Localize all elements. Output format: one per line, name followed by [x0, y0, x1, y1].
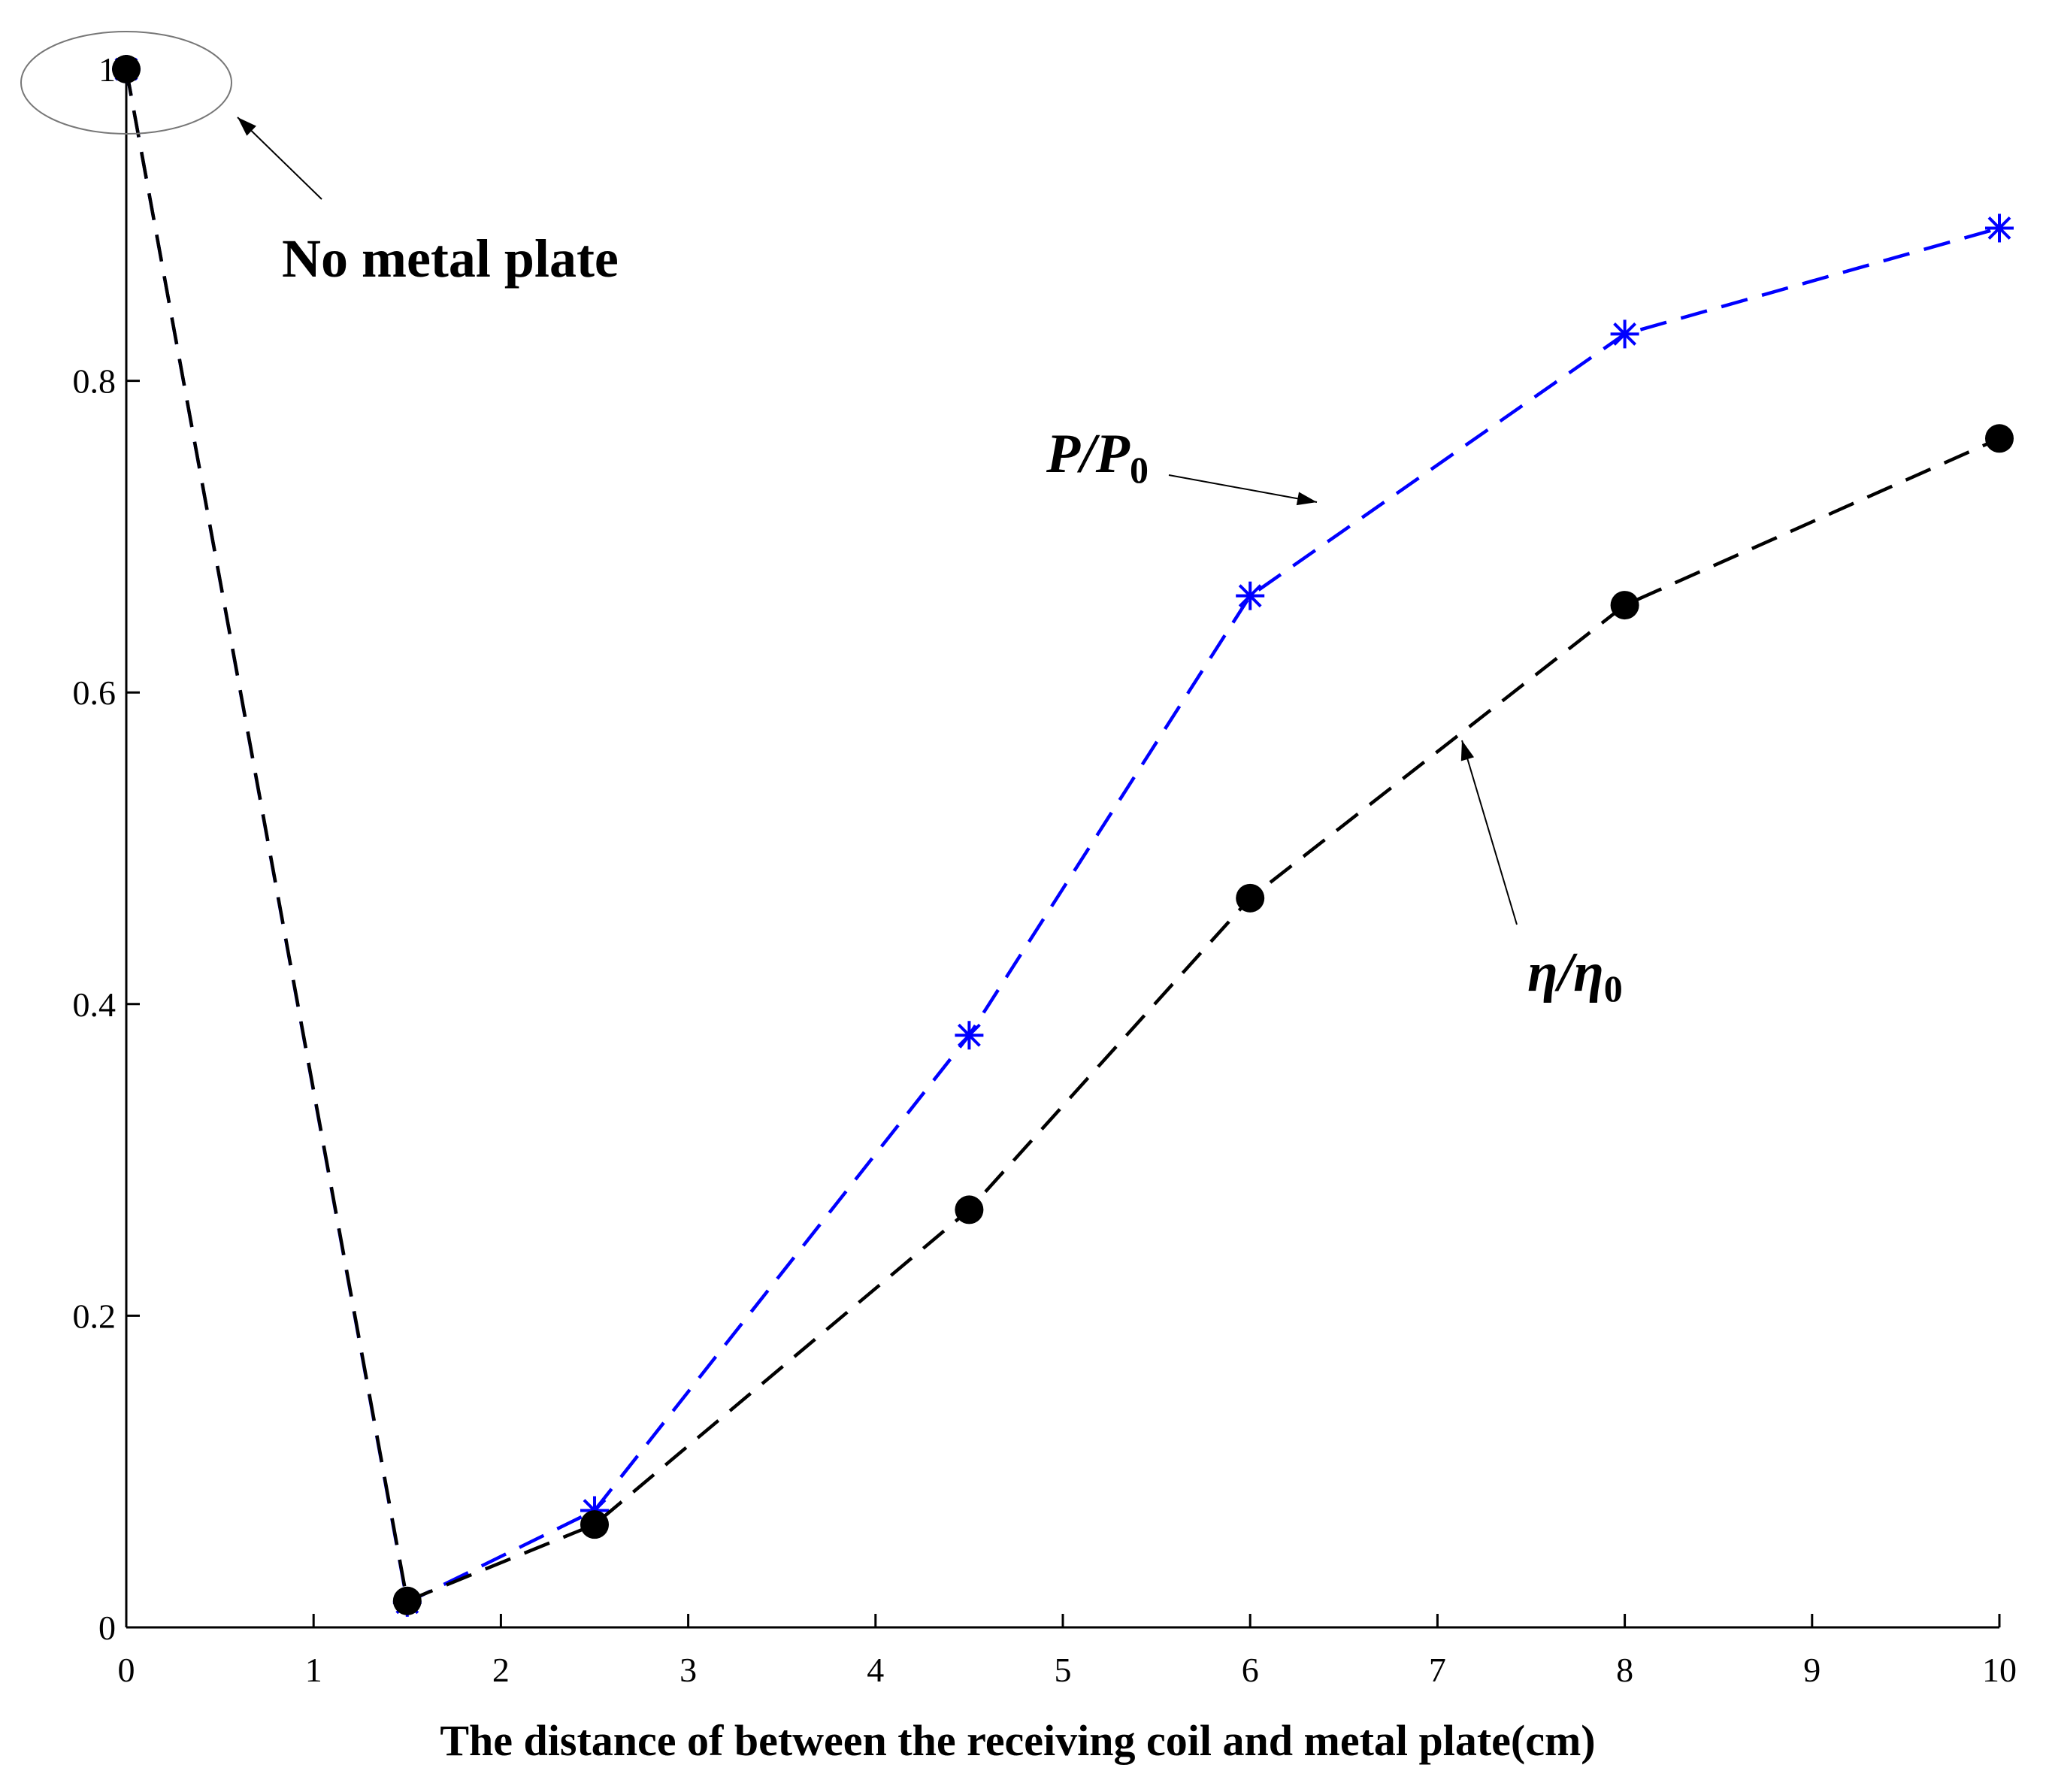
series-label-eta: η/η0 [1527, 942, 1623, 1010]
arrow-shaft [237, 117, 322, 200]
arrow-shaft [1461, 740, 1518, 925]
x-tick-label: 2 [492, 1651, 510, 1689]
series-p-ratio [112, 55, 2014, 1617]
arrow-head [1296, 492, 1317, 506]
data-point [1236, 581, 1265, 610]
highlight-ellipse [20, 31, 232, 135]
marker-stroke [1987, 216, 2011, 240]
x-axis-title: The distance of between the receiving co… [440, 1716, 1595, 1765]
y-tick-label: 0.8 [73, 362, 117, 401]
data-point [1985, 424, 2014, 453]
x-tick-label: 0 [118, 1651, 135, 1689]
y-tick-label: 1 [98, 50, 116, 89]
annotation-arrow [237, 117, 322, 200]
series-group [112, 55, 2014, 1617]
marker-stroke [1238, 584, 1262, 608]
axes: 0 1 2 3 4 5 6 7 8 9 10 0 0.2 0.4 0.6 0.8 1 [73, 50, 2017, 1689]
series-label-main: η/η [1527, 942, 1604, 1003]
data-point [955, 1021, 984, 1050]
marker-stroke [1613, 322, 1637, 346]
series-p-arrow [1168, 474, 1318, 506]
data-point [392, 1586, 422, 1615]
data-point [112, 55, 141, 83]
series-label-main: P/P [1046, 423, 1130, 485]
y-tick-label: 0.2 [73, 1297, 117, 1335]
series-eta-arrow [1460, 740, 1518, 925]
arrow-head [238, 117, 256, 136]
marker-stroke [957, 1023, 981, 1047]
x-tick-label: 10 [1982, 1651, 2017, 1689]
x-tick-label: 8 [1616, 1651, 1633, 1689]
x-tick-label: 4 [867, 1651, 884, 1689]
y-tick-label: 0.4 [73, 985, 117, 1024]
arrow-shaft [1168, 474, 1318, 503]
data-point [1236, 883, 1265, 913]
annotation-text: No metal plate [282, 229, 619, 289]
data-point [580, 1510, 609, 1539]
y-tick-label: 0.6 [73, 674, 117, 712]
data-point [955, 1195, 984, 1224]
x-tick-label: 7 [1429, 1651, 1446, 1689]
x-tick-label: 6 [1242, 1651, 1259, 1689]
series-line [124, 68, 2000, 1603]
data-point [1985, 213, 2014, 243]
series-label-p: P/P0 [1046, 423, 1149, 491]
x-tick-label: 5 [1055, 1651, 1072, 1689]
y-tick-label: 0 [98, 1609, 116, 1647]
series-label-sub: 0 [1604, 967, 1623, 1010]
x-tick-label: 1 [305, 1651, 322, 1689]
series-eta-ratio [112, 55, 2014, 1615]
arrow-head [1460, 740, 1475, 761]
series-label-sub: 0 [1130, 449, 1149, 491]
x-tick-label: 3 [679, 1651, 697, 1689]
data-point [1610, 591, 1639, 620]
series-line [124, 68, 2000, 1606]
x-tick-label: 9 [1803, 1651, 1821, 1689]
data-point [1610, 319, 1639, 349]
